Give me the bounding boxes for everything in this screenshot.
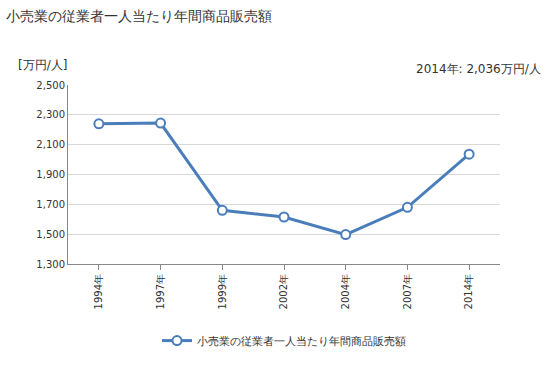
- svg-text:2014年: 2014年: [463, 274, 474, 309]
- svg-text:2014年: 2,036万円/人: 2014年: 2,036万円/人: [416, 62, 541, 76]
- svg-text:1999年: 1999年: [217, 274, 228, 309]
- svg-text:小売業の従業者一人当たり年間商品販売額: 小売業の従業者一人当たり年間商品販売額: [6, 8, 272, 24]
- svg-text:1,500: 1,500: [36, 229, 65, 240]
- svg-text:1994年: 1994年: [93, 274, 104, 309]
- svg-text:2004年: 2004年: [340, 274, 351, 309]
- svg-text:小売業の従業者一人当たり年間商品販売額: 小売業の従業者一人当たり年間商品販売額: [197, 335, 406, 348]
- svg-text:1,900: 1,900: [36, 169, 65, 180]
- svg-text:2007年: 2007年: [402, 274, 413, 309]
- svg-text:2,500: 2,500: [36, 80, 65, 91]
- svg-text:1997年: 1997年: [155, 274, 166, 309]
- svg-text:2002年: 2002年: [278, 274, 289, 309]
- svg-text:1,700: 1,700: [36, 199, 65, 210]
- svg-text:1,300: 1,300: [36, 259, 65, 270]
- svg-text:[万円/人]: [万円/人]: [18, 58, 67, 72]
- svg-text:2,100: 2,100: [36, 139, 65, 150]
- svg-text:2,300: 2,300: [36, 109, 65, 120]
